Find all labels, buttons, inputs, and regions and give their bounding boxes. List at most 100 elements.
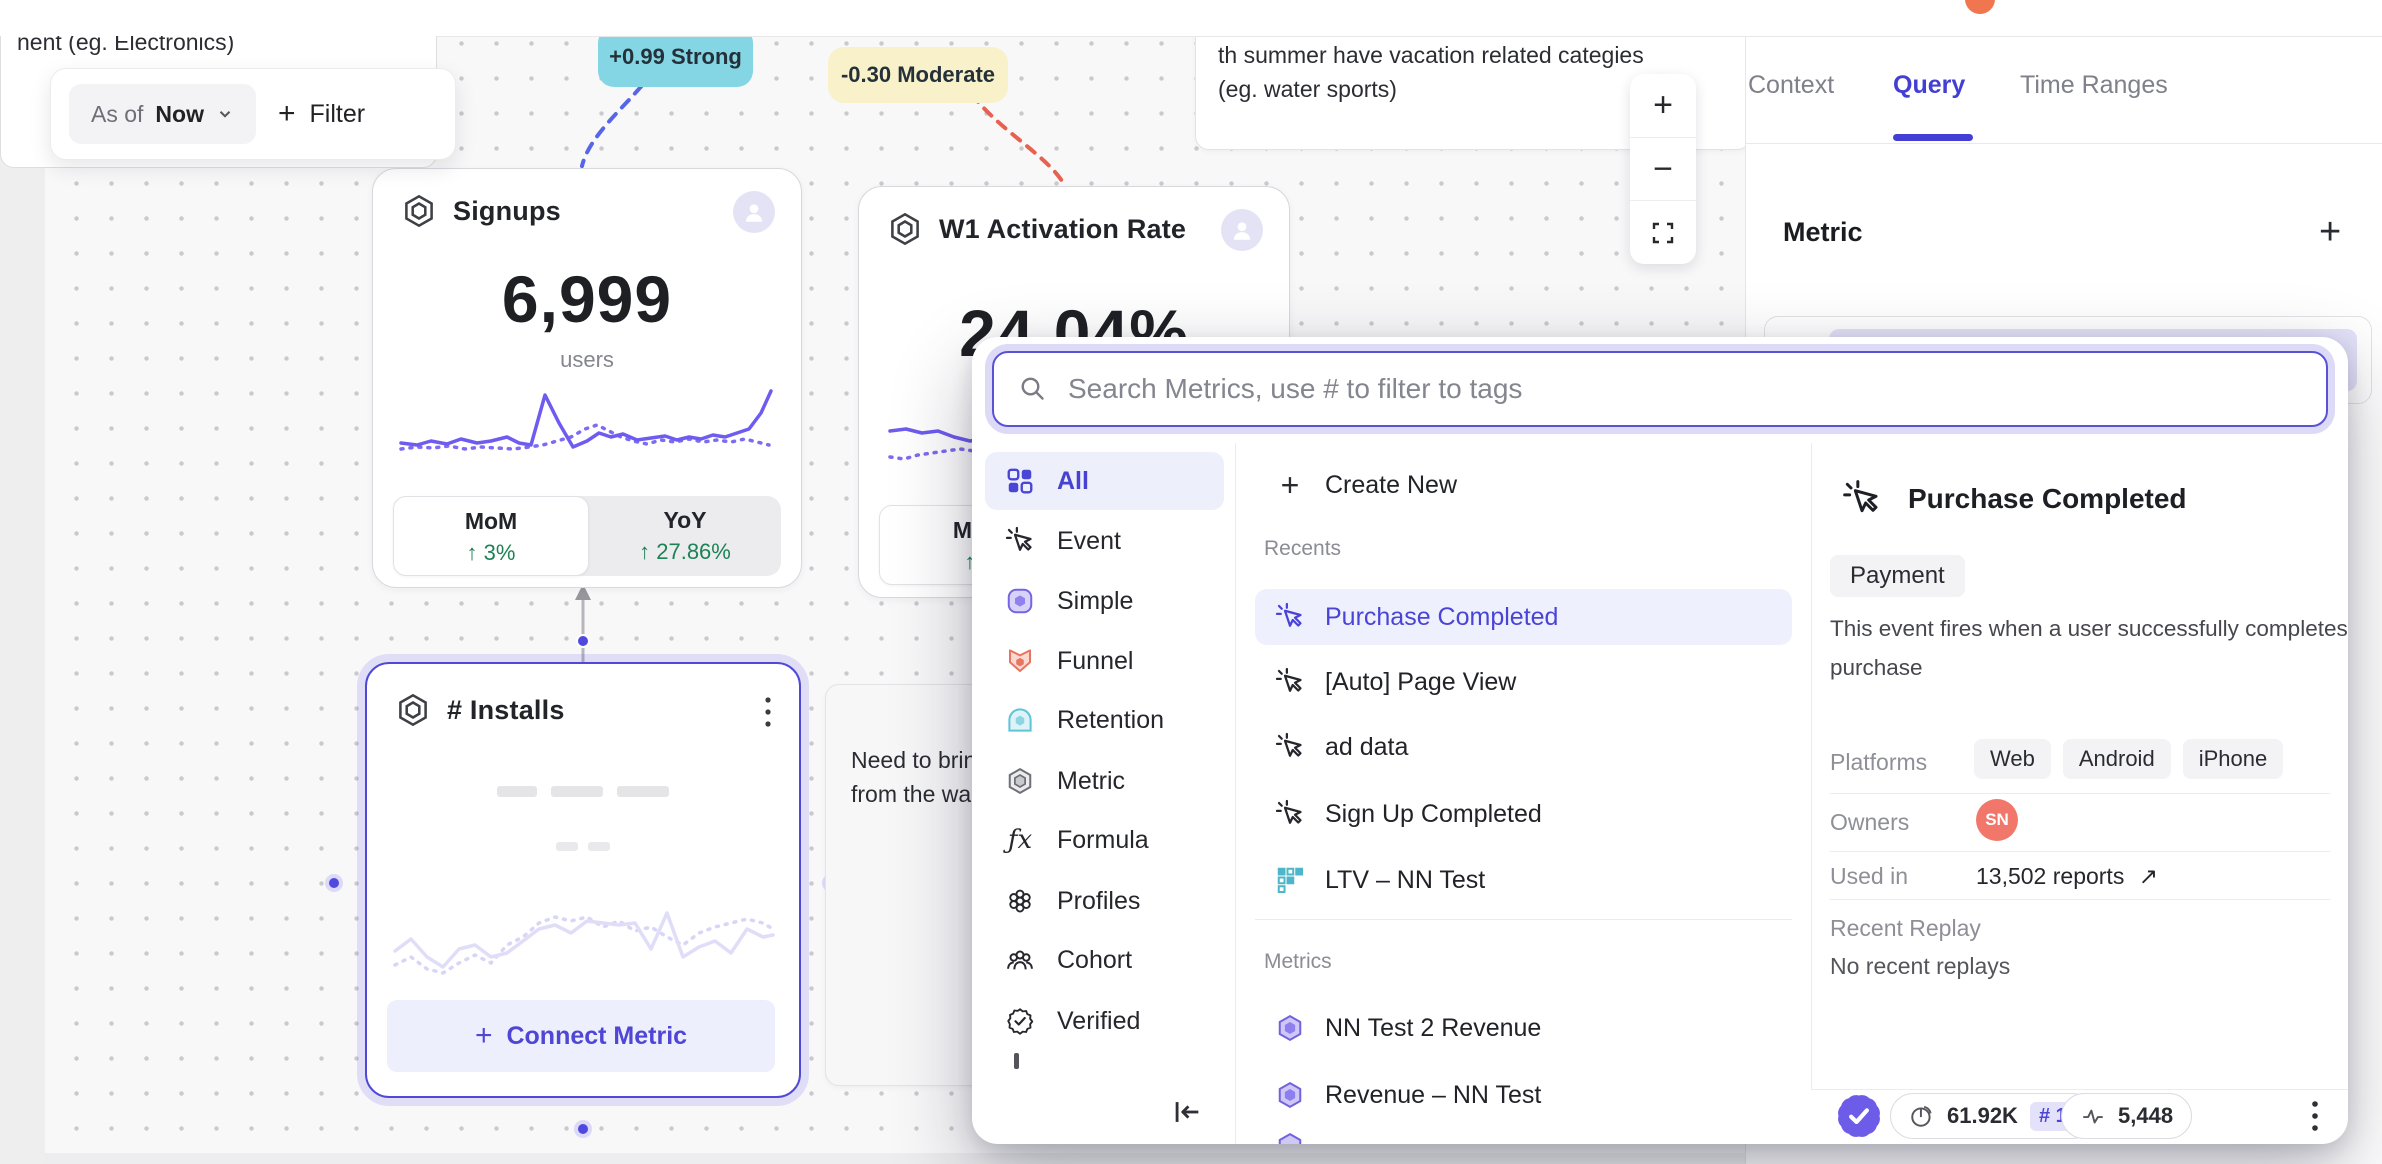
yoy-label: YoY (663, 507, 707, 533)
clipped-category-icon (1014, 1053, 1019, 1069)
selection-handle-bottom[interactable] (574, 1120, 592, 1138)
category-label: Cohort (1057, 945, 1133, 974)
as-of-value: Now (155, 100, 204, 127)
owner-avatar-sn[interactable]: SN (1976, 799, 2018, 841)
platforms-label: Platforms (1830, 749, 1928, 775)
zoom-out-button[interactable]: − (1630, 136, 1696, 201)
category-label: Event (1057, 526, 1121, 555)
result-sign-up-completed[interactable]: Sign Up Completed (1255, 786, 1792, 842)
result-ad-data[interactable]: ad data (1255, 719, 1792, 775)
fit-screen-button[interactable] (1630, 200, 1696, 264)
event-cursor-icon (1275, 667, 1302, 692)
used-in-link[interactable]: 13,502 reports ↗ (1976, 863, 2158, 890)
correlation-badge-strong[interactable]: +0.99 Strong (598, 37, 753, 87)
kebab-menu-icon[interactable] (761, 694, 775, 730)
result-purchase-completed[interactable]: Purchase Completed (1255, 589, 1792, 645)
event-cursor-icon (1275, 602, 1302, 627)
platform-chip-web[interactable]: Web (1974, 739, 2051, 779)
category-formula[interactable]: ƒx Formula (985, 811, 1224, 869)
category-profiles[interactable]: Profiles (985, 872, 1224, 930)
recent-replay-label: Recent Replay (1830, 915, 1981, 941)
person-icon (745, 204, 763, 222)
detail-description: This event fires when a user successfull… (1830, 616, 2348, 680)
list-detail-divider (1811, 443, 1812, 1089)
category-retention[interactable]: Retention (985, 691, 1224, 749)
detail-divider (1830, 793, 2330, 794)
canvas-filter-toolbar: As of Now + Filter (50, 68, 456, 160)
category-all[interactable]: All (985, 452, 1224, 510)
connector-midpoint-dot[interactable] (576, 634, 590, 648)
category-cohort[interactable]: Cohort (985, 931, 1224, 989)
active-tab-underline (1893, 134, 1973, 141)
chevron-down-icon (219, 111, 231, 118)
card-title: # Installs (447, 694, 565, 725)
mom-label: MoM (464, 508, 518, 534)
metric-hexagon-icon (1008, 767, 1032, 795)
owner-avatar[interactable] (1221, 209, 1263, 251)
create-new-label: Create New (1325, 470, 1457, 499)
result-label: Revenue – NN Test (1325, 1080, 1542, 1109)
sticky-note-vacation-line1: th summer have vacation related categies (1218, 42, 1644, 68)
mom-toggle[interactable]: MoM ↑ 3% (393, 496, 589, 576)
result-label: Purchase Completed (1325, 602, 1559, 631)
as-of-dropdown[interactable]: As of Now (69, 84, 256, 144)
category-label: Verified (1057, 1006, 1141, 1035)
platforms-chips: Web Android iPhone (1974, 739, 2284, 779)
kebab-menu-icon[interactable] (2308, 1097, 2322, 1135)
result-nn-test-2-revenue[interactable]: NN Test 2 Revenue (1255, 1000, 1792, 1056)
category-funnel[interactable]: Funnel (985, 632, 1224, 690)
event-cursor-icon (1005, 526, 1032, 551)
zoom-in-button[interactable]: + (1630, 74, 1696, 137)
result-auto-page-view[interactable]: [Auto] Page View (1255, 654, 1792, 710)
tab-context[interactable]: Context (1748, 71, 1835, 99)
search-icon (1021, 377, 1044, 400)
tab-query[interactable]: Query (1893, 71, 1966, 99)
volume-count: 61.92K (1947, 1103, 2018, 1128)
result-label: [Auto] Page View (1325, 667, 1517, 696)
search-input[interactable] (1066, 372, 2326, 406)
correlation-badge-strong-label: +0.99 Strong (609, 44, 742, 69)
create-new-button[interactable]: + Create New (1255, 457, 1792, 513)
yoy-delta: ↑ 27.86% (639, 539, 731, 564)
category-event[interactable]: Event (985, 512, 1224, 570)
selection-handle-left[interactable] (325, 874, 343, 892)
result-revenue-nn-test[interactable]: Revenue – NN Test (1255, 1067, 1792, 1123)
metric-card-signups[interactable]: Signups 6,999 users MoM ↑ 3% YoY (372, 168, 802, 588)
filter-button[interactable]: + Filter (278, 97, 365, 131)
connect-metric-button[interactable]: + Connect Metric (387, 1000, 775, 1072)
canvas-bottom-edge (45, 1153, 1745, 1164)
result-label: LTV – NN Test (1325, 865, 1486, 894)
metric-hexagon-icon (405, 194, 433, 228)
category-verified[interactable]: Verified (985, 992, 1224, 1050)
presence-avatar-partial (1965, 0, 1995, 14)
ltv-grid-icon (1277, 867, 1303, 893)
yoy-toggle[interactable]: YoY ↑ 27.86% (589, 496, 781, 576)
events-stat-pill[interactable]: 5,448 (2061, 1093, 2193, 1139)
metric-section-heading: Metric (1783, 217, 1863, 247)
funnel-icon (1009, 649, 1031, 672)
platform-chip-iphone[interactable]: iPhone (2182, 739, 2284, 779)
metric-value: 6,999 (501, 262, 673, 336)
clipped-result-icon (1278, 1132, 1302, 1144)
as-of-label: As of (91, 100, 144, 127)
metric-search-box[interactable] (992, 351, 2328, 427)
detail-tag-payment[interactable]: Payment (1830, 555, 1965, 597)
platform-chip-android[interactable]: Android (2062, 739, 2171, 779)
category-label: Funnel (1057, 646, 1134, 675)
category-simple[interactable]: Simple (985, 572, 1224, 630)
result-ltv-nn-test[interactable]: LTV – NN Test (1255, 852, 1792, 908)
owner-avatar[interactable] (733, 191, 775, 233)
metric-card-installs[interactable]: # Installs + Connect Metric (365, 662, 801, 1098)
minus-icon: − (1653, 149, 1673, 188)
add-metric-button[interactable]: + (2319, 211, 2341, 254)
footer-divider (1811, 1089, 2348, 1090)
tab-time-ranges[interactable]: Time Ranges (2020, 71, 2168, 99)
correlation-badge-moderate[interactable]: -0.30 Moderate (828, 47, 1008, 103)
collapse-sidebar-button[interactable] (1170, 1095, 1204, 1134)
filter-label: Filter (309, 99, 366, 128)
metrics-section-label: Metrics (1264, 950, 1332, 973)
verified-seal-icon (1834, 1091, 1884, 1141)
category-metric[interactable]: Metric (985, 752, 1224, 810)
detail-header: Purchase Completed (1842, 479, 2187, 519)
